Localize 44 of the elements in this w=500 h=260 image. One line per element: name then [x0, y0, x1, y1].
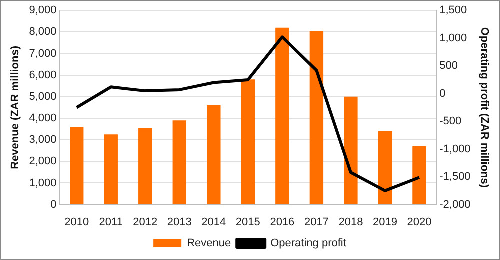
y2-tick-label: -500	[440, 116, 462, 128]
y2-tick-label: 0	[440, 88, 446, 100]
x-tick-label: 2015	[236, 216, 260, 228]
y-tick-label: 9,000	[29, 4, 57, 17]
bar	[70, 127, 84, 204]
y-tick-label: 2,000	[29, 156, 57, 168]
x-tick-label: 2014	[202, 216, 226, 228]
bar	[276, 28, 290, 204]
bar	[207, 106, 221, 204]
y-tick-label: 1,000	[29, 177, 57, 190]
x-tick-label: 2017	[304, 216, 329, 228]
y2-tick-label: 1,000	[440, 32, 468, 44]
bar	[310, 31, 324, 204]
x-tick-label: 2011	[99, 216, 123, 228]
y2-tick-label: -2,000	[440, 198, 471, 211]
bar	[344, 96, 358, 204]
y-tick-label: 6,000	[29, 69, 57, 82]
legend-label: Revenue	[187, 238, 232, 250]
bar	[241, 80, 256, 204]
x-tick-label: 2016	[270, 216, 295, 228]
x-tick-label: 2010	[64, 216, 90, 228]
bar	[378, 131, 392, 204]
bar	[172, 120, 186, 204]
x-tick-label: 2020	[407, 216, 432, 228]
y2-tick-label: 500	[440, 60, 458, 72]
bar	[138, 128, 152, 204]
y-tick-label: 7,000	[29, 48, 57, 60]
y2-tick-label: -1,000	[440, 143, 471, 156]
y2-axis-title: Operating profit (ZAR millions)	[478, 27, 490, 188]
y-tick-label: 8,000	[29, 26, 57, 38]
bar	[412, 146, 426, 204]
x-tick-label: 2018	[338, 216, 364, 228]
legend-label: Operating profit	[270, 238, 346, 250]
y-tick-label: 3,000	[29, 134, 57, 146]
y-tick-label: 5,000	[29, 90, 57, 103]
y2-tick-label: 1,500	[440, 4, 468, 17]
x-tick-label: 2012	[133, 216, 158, 228]
x-tick-label: 2019	[372, 216, 398, 228]
bar	[104, 134, 118, 204]
y-tick-label: 0	[50, 198, 57, 211]
y2-tick-label: -1,500	[440, 171, 471, 184]
y-axis-title: Revenue (ZAR millions)	[10, 46, 22, 170]
y-tick-label: 4,000	[29, 112, 57, 125]
x-tick-label: 2013	[167, 216, 192, 228]
